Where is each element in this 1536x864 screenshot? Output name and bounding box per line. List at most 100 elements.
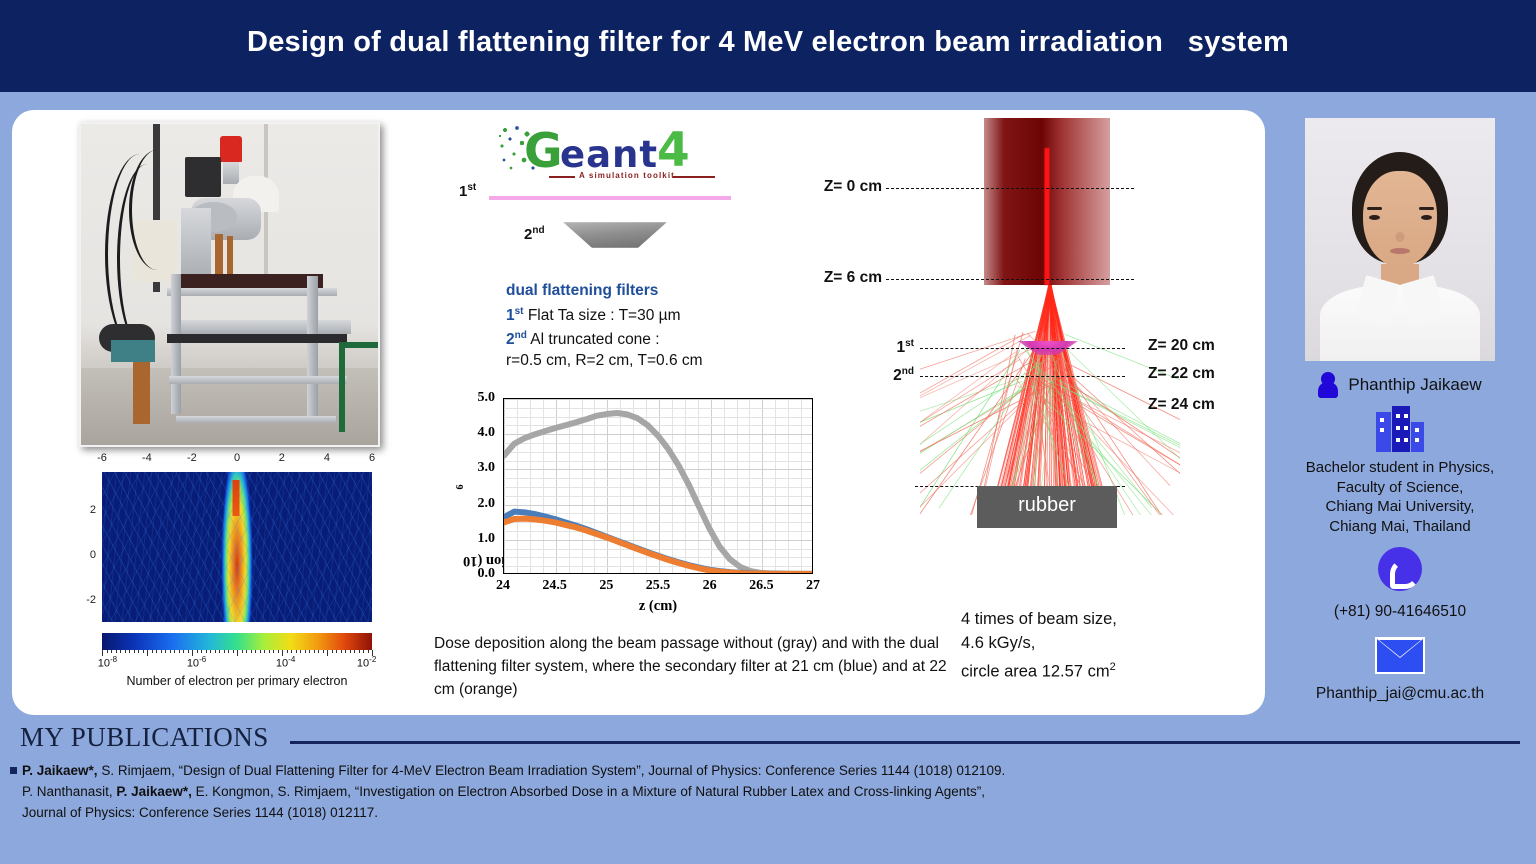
chart-ytick: 1.0 (477, 530, 496, 546)
beam-simulation-figure: Z= 0 cm Z= 6 cm 1st Z= 20 cm 2nd Z= 22 c… (824, 118, 1260, 578)
chart-ytick: 5.0 (477, 390, 496, 405)
sim-note-line3: circle area 12.57 cm2 (961, 661, 1116, 681)
publication-bullet-icon (10, 767, 17, 774)
chart-ytick: 4.0 (477, 425, 496, 441)
publication-text: Journal of Physics: Conference Series 11… (22, 805, 378, 820)
dose-deposition-chart: Dose deposition (106 Gy) 0.0 1.0 2.0 3.0 4.0… (437, 388, 827, 623)
publication-text: E. Kongmon, S. Rimjaem, “Investigation o… (191, 784, 986, 799)
author-name: Phanthip Jaikaew (1348, 375, 1482, 394)
email-icon (1375, 637, 1425, 674)
publication-entry: P. Jaikaew*, S. Rimjaem, “Design of Dual… (10, 760, 1310, 781)
heatmap-xtick: -4 (141, 452, 152, 464)
sim-note-line2: 4.6 kGy/s, (961, 634, 1036, 652)
chart-y-axis-label: Dose deposition (106 Gy) (455, 484, 583, 570)
rubber-sample-block: rubber (977, 486, 1117, 528)
colorbar-label: 10-4 (275, 655, 296, 670)
heatmap-xtick: -6 (97, 452, 107, 464)
university-building-icon (1374, 406, 1426, 452)
heatmap-colorbar (102, 633, 372, 650)
colorbar-ticks (102, 650, 373, 657)
electron-distribution-heatmap: -6 -4 -2 0 2 4 6 2 0 -2 10-8 10-6 10-4 1… (60, 452, 390, 700)
heatmap-ytick: 0 (89, 548, 96, 561)
phone-icon (1378, 547, 1422, 591)
filter-description-line1: 1st Flat Ta size : T=30 µm (506, 305, 681, 324)
filter-description: dual flattening filters 1st Flat Ta size… (506, 281, 766, 371)
chart-ytick: 2.0 (477, 495, 496, 511)
publications-divider (290, 741, 1520, 744)
filter2-label: 2nd (524, 225, 545, 243)
second-filter-label: 2nd (893, 366, 914, 385)
beam-trajectory-fan (920, 285, 1180, 515)
publication-entry: Journal of Physics: Conference Series 11… (10, 802, 1310, 823)
chart-xtick: 26.5 (749, 578, 774, 593)
chart-xtick: 25 (599, 578, 614, 593)
author-name-row: Phanthip Jaikaew (1276, 372, 1524, 398)
z24-label: Z= 24 cm (1148, 396, 1215, 413)
heatmap-xtick: -2 (187, 452, 197, 464)
publication-text: P. Nanthanasit, (22, 784, 117, 799)
geant4-tagline: A simulation toolkit (579, 171, 675, 180)
chart-series-line (504, 413, 812, 574)
simulation-notes: 4 times of beam size, 4.6 kGy/s, circle … (961, 607, 1261, 684)
geant4-logo: G eant 4 A simulation toolkit (497, 122, 719, 184)
chart-xtick: 24.5 (542, 578, 567, 593)
chart-series-line (504, 519, 812, 574)
heatmap-ytick: -2 (86, 593, 96, 606)
heatmap-xtick: 2 (278, 452, 285, 464)
sim-note-line1: 4 times of beam size, (961, 610, 1117, 628)
accelerator-target-block (984, 118, 1110, 285)
geant4-logo-four: 4 (657, 123, 690, 178)
filter-description-heading: dual flattening filters (506, 282, 659, 299)
chart-xtick: 27 (806, 578, 820, 593)
colorbar-labels: 10-8 10-6 10-4 10-2 (98, 655, 377, 671)
chart-plot-area (503, 398, 813, 574)
chart-xtick: 26 (702, 578, 717, 593)
heatmap-xtick: 0 (233, 452, 241, 464)
z20-dashed-line (920, 348, 1125, 349)
z22-label: Z= 22 cm (1148, 365, 1215, 382)
chart-ytick: 0.0 (477, 566, 496, 581)
author-affiliation: Bachelor student in Physics, Faculty of … (1305, 459, 1495, 535)
machine-photo (79, 122, 380, 447)
z20-label: Z= 20 cm (1148, 337, 1215, 354)
geant4-particles-icon (497, 124, 549, 174)
filter1-label: 1st (459, 182, 477, 200)
filter-description-line3: r=0.5 cm, R=2 cm, T=0.6 cm (506, 351, 703, 369)
publication-text: P. Jaikaew*, (116, 784, 192, 799)
author-email[interactable]: Phanthip_jai@cmu.ac.th (1315, 685, 1485, 702)
publication-text: S. Rimjaem, “Design of Dual Flattening F… (97, 763, 1006, 778)
chart-xtick: 24 (496, 578, 510, 593)
z0-label: Z= 0 cm (823, 178, 882, 195)
geant4-logo-eant: eant (560, 133, 659, 176)
filter-description-line2: 2nd Al truncated cone : (506, 330, 660, 349)
heatmap-xtick: 4 (323, 452, 330, 464)
poster-header: Design of dual flattening filter for 4 M… (0, 0, 1536, 92)
colorbar-label: 10-6 (186, 655, 207, 670)
colorbar-label: 10-2 (356, 655, 377, 670)
colorbar-label: 10-8 (97, 655, 118, 670)
chart-x-axis-label: z (cm) (638, 598, 678, 614)
publication-entry: P. Nanthanasit, P. Jaikaew*, E. Kongmon,… (10, 781, 1310, 802)
chart-series-svg (504, 399, 812, 574)
publications-list: P. Jaikaew*, S. Rimjaem, “Design of Dual… (10, 760, 1310, 823)
colorbar-caption: Number of electron per primary electron (126, 674, 348, 688)
filter1-tantalum-bar (489, 196, 731, 200)
heatmap-image (102, 472, 372, 622)
heatmap-x-axis: -6 -4 -2 0 2 4 6 (97, 452, 376, 470)
chart-xtick: 25.5 (645, 578, 671, 593)
person-icon (1318, 372, 1339, 398)
author-portrait-photo (1305, 118, 1495, 361)
geant4-logo-g: G (524, 124, 563, 179)
z6-label: Z= 6 cm (823, 269, 882, 286)
z6-dashed-line (886, 279, 1134, 280)
page-title: Design of dual flattening filter for 4 M… (247, 26, 1289, 58)
author-phone[interactable]: (+81) 90-41646510 (1333, 603, 1467, 620)
heatmap-y-axis: 2 0 -2 (70, 472, 100, 622)
heatmap-xtick: 6 (368, 452, 376, 464)
publication-text: P. Jaikaew*, (22, 763, 98, 778)
first-filter-label: 1st (896, 338, 914, 357)
chart-caption: Dose deposition along the beam passage w… (434, 635, 947, 698)
author-sidebar: Phanthip Jaikaew Bachelor student in Phy… (1276, 110, 1524, 715)
z0-dashed-line (886, 188, 1134, 189)
